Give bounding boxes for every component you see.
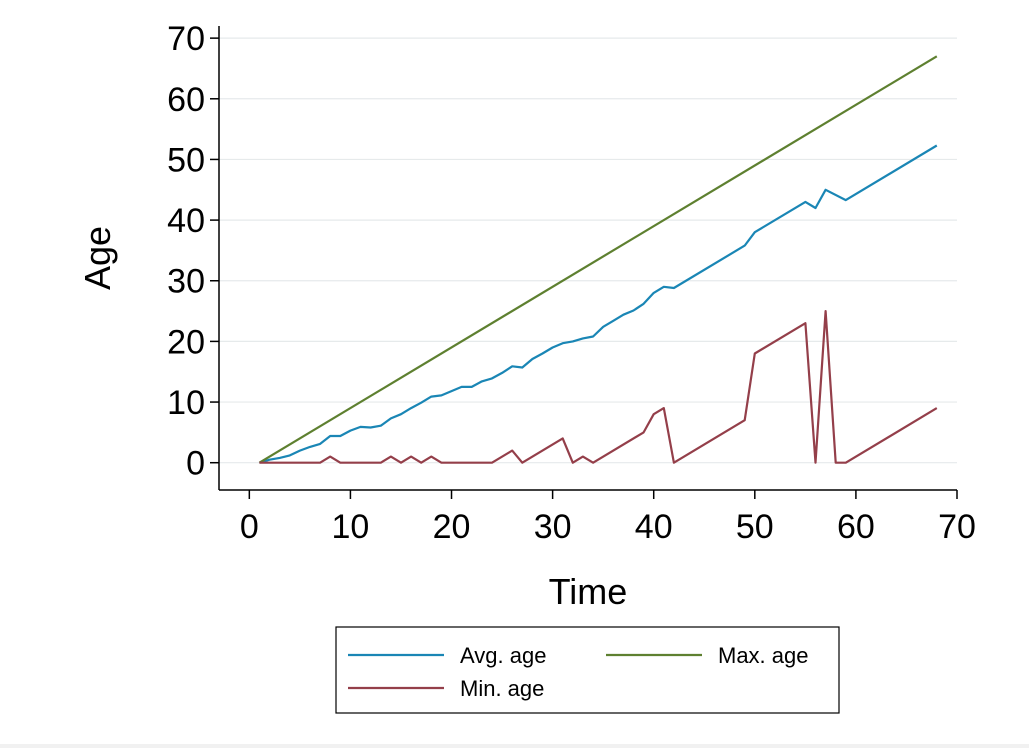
bottom-strip bbox=[0, 744, 1029, 748]
series-line-avg-age bbox=[259, 144, 938, 464]
x-tick-label: 60 bbox=[837, 508, 875, 546]
y-tick-label: 50 bbox=[167, 141, 205, 179]
y-tick-label: 70 bbox=[167, 20, 205, 58]
series-lines bbox=[258, 55, 938, 464]
x-tick-label: 70 bbox=[938, 508, 976, 546]
x-tick-label: 10 bbox=[332, 508, 370, 546]
x-tick-label: 50 bbox=[736, 508, 774, 546]
x-tick-label: 30 bbox=[534, 508, 572, 546]
x-axis-title: Time bbox=[549, 571, 628, 612]
series-line-min-age bbox=[259, 310, 938, 464]
legend-label-avg-age: Avg. age bbox=[460, 643, 546, 668]
legend-label-max-age: Max. age bbox=[718, 643, 809, 668]
y-tick-label: 20 bbox=[167, 323, 205, 361]
legend: Avg. age Max. age Min. age bbox=[335, 626, 840, 714]
legend-label-min-age: Min. age bbox=[460, 676, 544, 701]
y-tick-label: 30 bbox=[167, 263, 205, 301]
axes bbox=[218, 26, 957, 491]
x-tick-label: 20 bbox=[433, 508, 471, 546]
y-tick-label: 60 bbox=[167, 81, 205, 119]
grid-lines bbox=[219, 37, 957, 464]
legend-box bbox=[335, 626, 840, 714]
y-tick-label: 10 bbox=[167, 384, 205, 422]
y-axis-title: Age bbox=[77, 226, 118, 290]
tick-marks: 0 10 20 30 40 50 60 70 0 10 20 30 40 50 60 70 bbox=[167, 20, 976, 546]
y-tick-label: 0 bbox=[186, 445, 205, 483]
series-line-max-age bbox=[258, 55, 938, 464]
y-tick-label: 40 bbox=[167, 202, 205, 240]
x-tick-label: 0 bbox=[240, 508, 259, 546]
x-tick-label: 40 bbox=[635, 508, 673, 546]
